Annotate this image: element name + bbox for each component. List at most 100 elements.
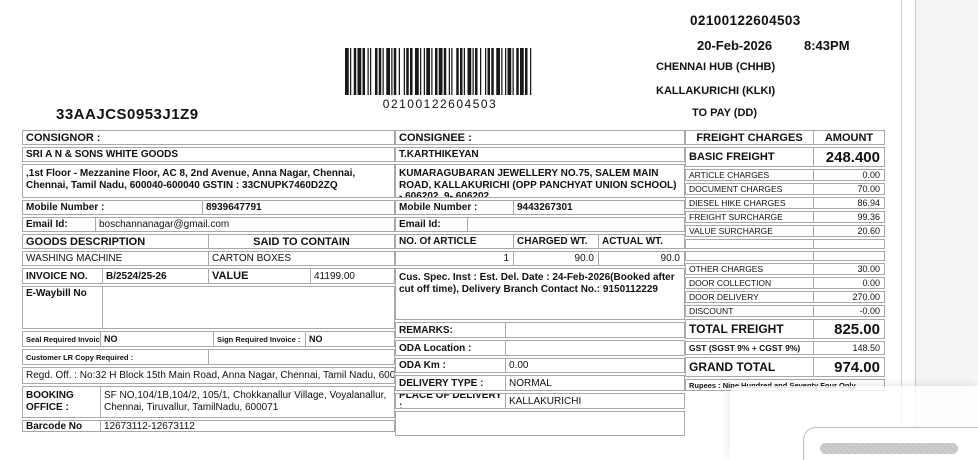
invoice-number: B/2524/25-26 bbox=[103, 269, 209, 283]
barcode-no-value: 12673112-12673112 bbox=[104, 421, 195, 431]
charge-label: DIESEL HIKE CHARGES bbox=[686, 198, 814, 208]
booking-office-label: BOOKING OFFICE : bbox=[26, 390, 74, 413]
remarks-value bbox=[506, 323, 684, 337]
said-to-contain: CARTON BOXES bbox=[212, 253, 292, 264]
sign-required-label: Sign Required Invoice : bbox=[214, 332, 306, 346]
invoice-value: 41199.00 bbox=[314, 270, 355, 282]
booking-office-address: SF NO,104/1B,104/2, 105/1, Chokkanallur … bbox=[104, 390, 387, 413]
booking-time: 8:43PM bbox=[804, 38, 850, 53]
charge-amount: 86.94 bbox=[857, 198, 880, 208]
charged-wt-header: CHARGED WT. bbox=[514, 235, 599, 248]
charge-amount: 825.00 bbox=[834, 320, 880, 338]
barcode-number: 02100122604503 bbox=[382, 97, 498, 111]
article-count: 1 bbox=[396, 252, 514, 265]
consignor-email-label: Email Id: bbox=[23, 218, 96, 231]
goods-description: WASHING MACHINE bbox=[23, 252, 209, 265]
sheet-drag-handle[interactable] bbox=[820, 443, 958, 454]
consignee-email-label: Email Id: bbox=[396, 218, 468, 231]
charge-amount: 0.00 bbox=[862, 170, 880, 180]
lr-copy-label: Customer LR Copy Required : bbox=[23, 350, 209, 364]
consignee-header: CONSIGNEE : bbox=[399, 131, 472, 144]
charge-amount bbox=[814, 252, 884, 260]
consignor-header: CONSIGNOR : bbox=[26, 131, 101, 144]
consignee-mobile: 9443267301 bbox=[517, 202, 573, 213]
destination-hub: KALLAKURICHI (KLKI) bbox=[656, 85, 776, 97]
consignee-email bbox=[468, 218, 684, 231]
delivery-type-label: DELIVERY TYPE : bbox=[396, 376, 506, 390]
oda-km-value: 0.00 bbox=[509, 360, 529, 371]
charge-label: DOOR COLLECTION bbox=[686, 278, 814, 288]
consignor-section: CONSIGNOR : SRI A N & SONS WHITE GOODS ,… bbox=[22, 130, 395, 432]
value-label: VALUE bbox=[209, 269, 311, 283]
charge-label: TOTAL FREIGHT bbox=[686, 320, 814, 338]
charge-amount bbox=[814, 240, 884, 248]
charge-label: GRAND TOTAL bbox=[686, 358, 814, 376]
charged-wt: 90.0 bbox=[514, 252, 599, 265]
ewaybill-label: E-Waybill No bbox=[23, 287, 103, 328]
consignor-mobile-label: Mobile Number : bbox=[23, 201, 203, 214]
barcode: 02100122604503 bbox=[345, 48, 535, 112]
charge-label: OTHER CHARGES bbox=[686, 264, 814, 274]
seal-required-label: Seal Required Invoice : bbox=[23, 332, 101, 346]
invoice-label: INVOICE NO. bbox=[23, 269, 103, 283]
consignee-address: KUMARAGUBARAN JEWELLERY NO.75, SALEM MAI… bbox=[399, 168, 677, 197]
amount-in-words: Rupees : Nine Hundred and Seventy Four O… bbox=[689, 380, 856, 390]
registered-office: Regd. Off. : No:32 H Block 15th Main Roa… bbox=[26, 370, 394, 381]
charge-amount: 20.60 bbox=[857, 226, 880, 236]
goods-description-header: GOODS DESCRIPTION bbox=[23, 235, 209, 248]
consignor-name: SRI A N & SONS WHITE GOODS bbox=[26, 149, 179, 160]
sign-required-value: NO bbox=[309, 334, 323, 344]
delivery-type-value: NORMAL bbox=[509, 377, 552, 389]
charge-label bbox=[686, 252, 814, 260]
page-edge-line bbox=[901, 0, 902, 460]
company-gstin: 33AAJCS0953J1Z9 bbox=[56, 106, 199, 123]
place-of-delivery-label: PLACE OF DELIVERY : bbox=[396, 394, 506, 408]
charge-amount: 99.36 bbox=[857, 212, 880, 222]
freight-charges-header: FREIGHT CHARGES bbox=[686, 131, 814, 144]
payment-mode: TO PAY (DD) bbox=[692, 107, 757, 119]
lr-copy-value bbox=[209, 350, 394, 364]
consignee-section: CONSIGNEE : T.KARTHIKEYAN KUMARAGUBARAN … bbox=[395, 130, 685, 436]
charge-label bbox=[686, 240, 814, 248]
charge-amount: -0.00 bbox=[859, 306, 880, 316]
origin-hub: CHENNAI HUB (CHHB) bbox=[656, 61, 776, 73]
charge-label: BASIC FREIGHT bbox=[686, 148, 814, 166]
ewaybill-value bbox=[103, 287, 394, 328]
charge-label: ARTICLE CHARGES bbox=[686, 170, 814, 180]
special-instructions: Cus. Spec. Inst : Est. Del. Date : 24-Fe… bbox=[399, 272, 675, 295]
background-panel bbox=[915, 0, 978, 460]
consignor-email: boschannanagar@gmail.com bbox=[99, 219, 230, 230]
consignee-mobile-label: Mobile Number : bbox=[396, 201, 514, 214]
consignor-address: ,1st Floor - Mezzanine Floor, AC 8, 2nd … bbox=[26, 168, 356, 191]
empty-row bbox=[396, 412, 684, 435]
barcode-image bbox=[345, 48, 532, 95]
article-count-header: NO. Of ARTICLE bbox=[396, 235, 514, 248]
freight-rows: BASIC FREIGHT 248.400 ARTICLE CHARGES 0.… bbox=[685, 147, 885, 377]
charge-label: GST (SGST 9% + CGST 9%) bbox=[686, 342, 814, 354]
oda-location-label: ODA Location : bbox=[396, 341, 506, 355]
charge-label: DISCOUNT bbox=[686, 306, 814, 316]
freight-charges-section: FREIGHT CHARGES AMOUNT BASIC FREIGHT 248… bbox=[685, 130, 885, 391]
seal-required-value: NO bbox=[101, 332, 214, 346]
remarks-label: REMARKS: bbox=[396, 323, 506, 337]
charge-label: DOOR DELIVERY bbox=[686, 292, 814, 302]
charge-amount: 30.00 bbox=[857, 264, 880, 274]
said-to-contain-header: SAID TO CONTAIN bbox=[253, 235, 350, 248]
consignor-mobile: 8939647791 bbox=[206, 202, 262, 213]
charge-amount: 148.50 bbox=[852, 343, 880, 353]
oda-location-value bbox=[506, 341, 684, 355]
charge-amount: 70.00 bbox=[857, 184, 880, 194]
consignee-name: T.KARTHIKEYAN bbox=[399, 149, 479, 160]
barcode-no-label: Barcode No bbox=[23, 421, 101, 431]
actual-wt-header: ACTUAL WT. bbox=[602, 236, 663, 247]
charge-amount: 248.400 bbox=[825, 148, 880, 166]
charge-label: DOCUMENT CHARGES bbox=[686, 184, 814, 194]
place-of-delivery-value: KALLAKURICHI bbox=[509, 395, 582, 407]
actual-wt: 90.0 bbox=[660, 253, 680, 264]
charge-amount: 270.00 bbox=[852, 292, 880, 302]
docket-number: 02100122604503 bbox=[690, 13, 801, 28]
charge-label: FREIGHT SURCHARGE bbox=[686, 212, 814, 222]
booking-date: 20-Feb-2026 bbox=[697, 38, 773, 53]
amount-header: AMOUNT bbox=[824, 131, 874, 144]
charge-label: VALUE SURCHARGE bbox=[686, 226, 814, 236]
